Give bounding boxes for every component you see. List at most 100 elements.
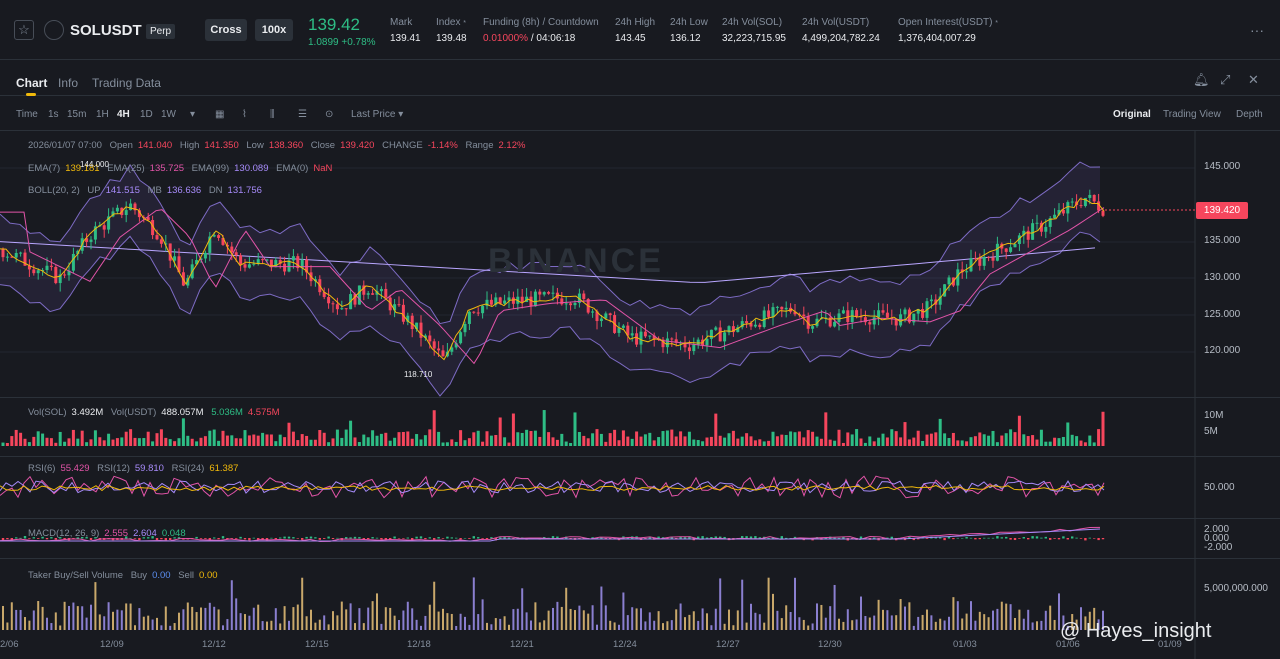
- macd-hist-bar: [221, 536, 225, 539]
- taker-volume-bar: [63, 601, 66, 630]
- volume-bar: [340, 437, 344, 446]
- macd-hist-bar: [419, 536, 423, 539]
- macd-hist-bar: [1066, 538, 1069, 540]
- candle-body: [269, 259, 273, 268]
- macd-axis-label: 0.000: [1204, 533, 1230, 544]
- margin-mode-button[interactable]: Cross: [205, 19, 247, 41]
- candle-body: [661, 339, 665, 348]
- taker-volume-bar: [310, 609, 312, 630]
- macd-hist-bar: [705, 537, 709, 539]
- ema25-line: [0, 207, 1105, 365]
- macd-hist-bar: [1040, 537, 1043, 539]
- volume-bar: [375, 435, 379, 446]
- candle-body: [274, 260, 278, 268]
- date-axis-label: 12/27: [716, 639, 740, 650]
- interval-time[interactable]: Time: [16, 109, 38, 120]
- price-type-select[interactable]: Last Price ▾: [351, 109, 404, 120]
- taker-volume-bar: [266, 621, 268, 630]
- close-panel-icon[interactable]: ✕: [1248, 72, 1259, 87]
- indicator-icon[interactable]: ⌇: [242, 109, 247, 120]
- macd-hist-bar: [415, 536, 418, 539]
- macd-hist-bar: [503, 536, 506, 539]
- candle-body: [283, 263, 287, 272]
- interval-15m[interactable]: 15m: [67, 109, 87, 120]
- taker-volume-bar: [156, 617, 158, 630]
- candle-body: [802, 314, 806, 317]
- candle-body: [208, 236, 212, 253]
- volume-bar: [441, 442, 445, 446]
- tab-info[interactable]: Info: [58, 76, 79, 90]
- taker-volume-bar: [635, 608, 638, 630]
- candle-body: [560, 298, 564, 305]
- candle-body: [173, 256, 177, 261]
- taker-volume-bar: [1066, 625, 1069, 630]
- taker-volume-bar: [252, 607, 255, 630]
- macd-hist-bar: [494, 538, 497, 541]
- taker-volume-bar: [125, 603, 128, 630]
- taker-volume-bar: [283, 606, 286, 630]
- volume-bar: [705, 437, 709, 446]
- interval-1s[interactable]: 1s: [48, 109, 59, 120]
- taker-volume-bar: [582, 610, 585, 630]
- macd-hist-bar: [301, 538, 304, 540]
- candlestick-chart[interactable]: [0, 131, 1280, 659]
- taker-volume-bar: [433, 581, 436, 630]
- macd-hist-bar: [499, 537, 502, 539]
- interval-1d[interactable]: 1D: [140, 109, 153, 120]
- view-original[interactable]: Original: [1113, 109, 1151, 120]
- view-depth[interactable]: Depth: [1236, 109, 1263, 120]
- taker-volume-bar: [697, 620, 700, 630]
- macd-hist-bar: [384, 538, 387, 540]
- symbol-name[interactable]: SOLUSDT: [70, 22, 142, 39]
- taker-volume-bar: [305, 616, 308, 630]
- more-options-icon[interactable]: ···: [1250, 22, 1264, 38]
- interval-1w[interactable]: 1W: [161, 109, 176, 120]
- settings-icon[interactable]: ☰: [298, 109, 307, 120]
- candle-body: [239, 255, 243, 265]
- taker-volume-bar: [692, 611, 695, 630]
- date-axis-label: 01/03: [953, 639, 977, 650]
- macd-hist-bar: [890, 536, 893, 539]
- tab-trading-data[interactable]: Trading Data: [92, 76, 161, 90]
- volume-bar: [613, 429, 617, 446]
- volume-bar: [107, 433, 111, 446]
- candle-body: [507, 297, 511, 301]
- candle-body: [894, 318, 898, 326]
- tab-chart[interactable]: Chart: [16, 76, 48, 90]
- alert-bell-icon[interactable]: 🔔︎: [1193, 72, 1210, 87]
- taker-volume-bar: [758, 614, 761, 630]
- taker-volume-bar: [226, 619, 229, 630]
- calendar-icon[interactable]: ▦: [215, 109, 225, 120]
- taker-volume-bar: [424, 615, 427, 630]
- interval-4h[interactable]: 4H: [117, 109, 130, 120]
- volume-bar: [459, 430, 463, 446]
- taker-volume-bar: [996, 608, 999, 630]
- macd-hist-bar: [978, 538, 981, 540]
- ohlc-legend: 2026/01/07 07:00 Open 141.040 High 141.350…: [28, 140, 526, 151]
- taker-volume-bar: [59, 625, 62, 630]
- view-trading-view[interactable]: Trading View: [1163, 109, 1221, 120]
- macd-hist-bar: [424, 538, 427, 540]
- expand-icon[interactable]: ⤢: [1220, 72, 1231, 87]
- volume-bar: [181, 418, 185, 446]
- macd-hist-bar: [371, 537, 374, 539]
- taker-volume-bar: [956, 601, 959, 630]
- macd-hist-bar: [1071, 536, 1074, 539]
- interval-dropdown-icon[interactable]: ▾: [190, 109, 196, 120]
- taker-volume-bar: [332, 611, 334, 630]
- taker-volume-bar: [930, 615, 933, 630]
- volume-bar: [19, 432, 23, 446]
- price-axis-label: 120.000: [1204, 345, 1241, 356]
- macd-hist-bar: [455, 537, 458, 539]
- favorite-star-icon[interactable]: ☆: [14, 20, 34, 40]
- leverage-button[interactable]: 100x: [255, 19, 293, 41]
- candle-body: [885, 312, 889, 318]
- volume-bar: [428, 429, 432, 446]
- volume-bar: [753, 440, 757, 446]
- drawing-icon[interactable]: ⊙: [325, 109, 334, 120]
- interval-1h[interactable]: 1H: [96, 109, 109, 120]
- taker-volume-bar: [230, 580, 233, 630]
- taker-volume-bar: [354, 623, 356, 630]
- candle-type-icon[interactable]: ⫼: [270, 109, 275, 120]
- candle-body: [115, 207, 119, 212]
